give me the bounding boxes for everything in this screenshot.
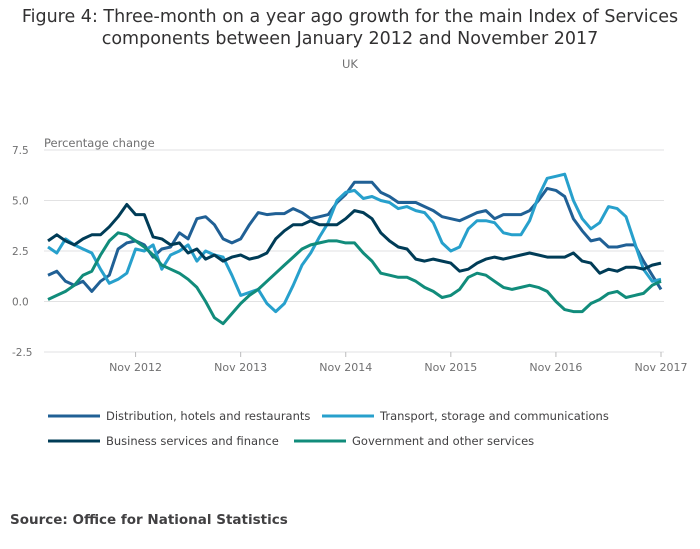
legend-label: Government and other services <box>352 434 534 448</box>
chart-title: Figure 4: Three-month on a year ago grow… <box>0 6 700 50</box>
x-tick-label: Nov 2015 <box>424 361 477 374</box>
legend-label: Business services and finance <box>106 434 279 448</box>
series-line <box>47 231 662 326</box>
chart-subtitle: UK <box>342 57 358 71</box>
series-line <box>47 180 663 293</box>
x-tick-label: Nov 2012 <box>109 361 162 374</box>
y-tick-label: -2.5 <box>12 347 33 359</box>
series-line <box>47 203 662 275</box>
x-tick-label: Nov 2013 <box>214 361 267 374</box>
x-tick-label: Nov 2014 <box>319 361 372 374</box>
y-tick-label: 0.0 <box>12 297 29 309</box>
legend-label: Distribution, hotels and restaurants <box>106 409 310 423</box>
legend-label: Transport, storage and communications <box>379 409 609 423</box>
source-note: Source: Office for National Statistics <box>10 512 288 528</box>
title-line-2: components between January 2012 and Nove… <box>101 29 599 49</box>
y-tick-label: 2.5 <box>12 246 29 258</box>
y-tick-label: 7.5 <box>12 145 29 157</box>
y-axis-label: Percentage change <box>44 136 155 150</box>
line-chart: Percentage change -2.5 0.0 2.5 5.0 7.5 Nov 20… <box>12 136 688 448</box>
y-tick-label: 5.0 <box>12 196 29 208</box>
title-line-1: Figure 4: Three-month on a year ago grow… <box>21 7 679 27</box>
x-tick-label: Nov 2016 <box>529 361 582 374</box>
x-tick-label: Nov 2017 <box>635 361 688 374</box>
series-line <box>47 172 662 314</box>
